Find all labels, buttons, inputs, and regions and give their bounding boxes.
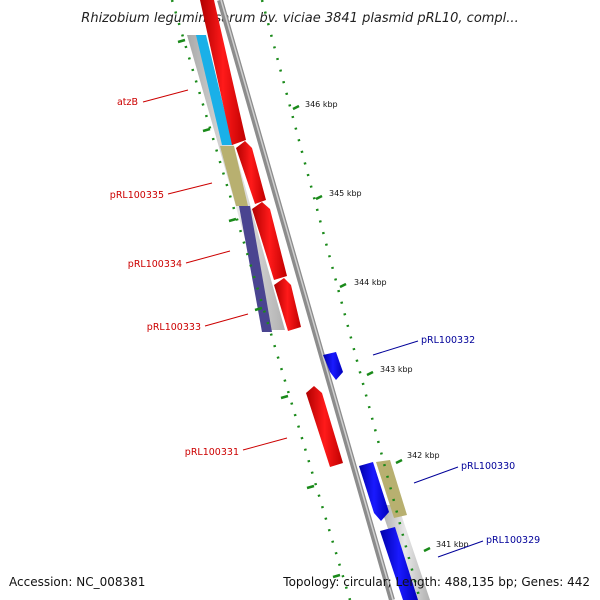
gene-label-pRL100330[interactable]: pRL100330 — [461, 461, 515, 472]
major-tick — [339, 282, 347, 289]
gene-pRL100331[interactable] — [306, 386, 343, 467]
gene-label-pRL100331[interactable]: pRL100331 — [185, 447, 239, 458]
kbp-label-345: 345 kbp — [329, 189, 362, 198]
major-tick — [280, 394, 289, 400]
major-tick — [306, 484, 315, 490]
kbp-label-346: 346 kbp — [305, 100, 338, 109]
gene-pRL100330[interactable] — [359, 462, 389, 521]
feature-segment-indigo — [239, 206, 272, 332]
kbp-label-343: 343 kbp — [380, 365, 413, 374]
major-tick — [228, 217, 237, 223]
gene-pRL100333[interactable] — [274, 278, 301, 331]
gene-label-pRL100335[interactable]: pRL100335 — [110, 190, 164, 201]
summary-text: Topology: circular; Length: 488,135 bp; … — [282, 575, 590, 589]
label-leader — [242, 437, 288, 451]
map-title: Rhizobium leguminosarum bv. viciae 3841 … — [81, 11, 518, 26]
gene-pRL100335[interactable] — [236, 141, 266, 204]
gene-pRL100332[interactable] — [323, 352, 343, 380]
feature-segment-olive — [220, 146, 248, 206]
accession-text: Accession: NC_008381 — [9, 575, 145, 589]
gene-label-pRL100333[interactable]: pRL100333 — [147, 322, 201, 333]
major-tick — [177, 38, 186, 44]
major-tick — [423, 546, 431, 553]
kbp-label-344: 344 kbp — [354, 278, 387, 287]
tick-scale-outer — [260, 0, 422, 600]
gene-label-pRL100332[interactable]: pRL100332 — [421, 335, 475, 346]
label-leader — [142, 89, 189, 103]
sequence-backbone-highlight — [220, 0, 394, 600]
label-leader — [185, 250, 231, 264]
major-tick — [332, 573, 341, 579]
gene-pRL100334[interactable] — [252, 202, 287, 280]
gene-atzB[interactable] — [200, 0, 246, 145]
label-leader — [372, 340, 419, 356]
gene-label-pRL100329[interactable]: pRL100329 — [486, 535, 540, 546]
kbp-label-341: 341 kbp — [436, 540, 469, 549]
major-tick — [395, 458, 403, 465]
major-tick — [366, 370, 374, 377]
label-leader — [204, 313, 249, 327]
gene-pRL100329[interactable] — [380, 527, 418, 600]
major-tick — [292, 104, 300, 111]
major-tick — [254, 306, 263, 312]
gene-label-atzB[interactable]: atzB — [117, 97, 138, 108]
major-tick — [315, 194, 323, 201]
gene-label-pRL100334[interactable]: pRL100334 — [128, 259, 182, 270]
label-leader — [413, 466, 459, 484]
major-tick — [202, 127, 211, 133]
tick-scale-inner — [170, 0, 352, 600]
label-leader — [437, 540, 484, 558]
label-leader — [167, 182, 213, 195]
sequence-backbone — [217, 0, 395, 600]
kbp-label-342: 342 kbp — [407, 451, 440, 460]
feature-segment-cyan — [196, 35, 233, 145]
